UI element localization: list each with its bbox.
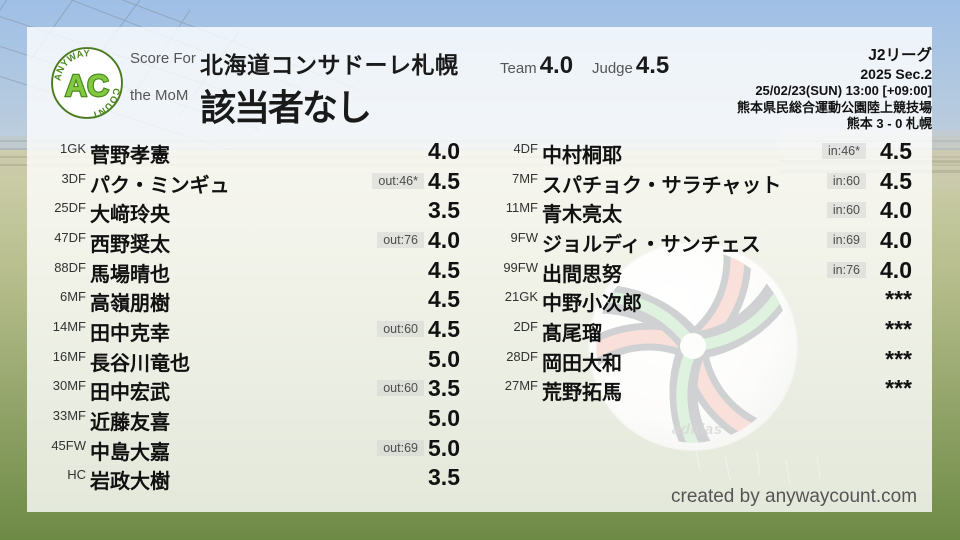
svg-text:AC: AC — [65, 69, 109, 103]
